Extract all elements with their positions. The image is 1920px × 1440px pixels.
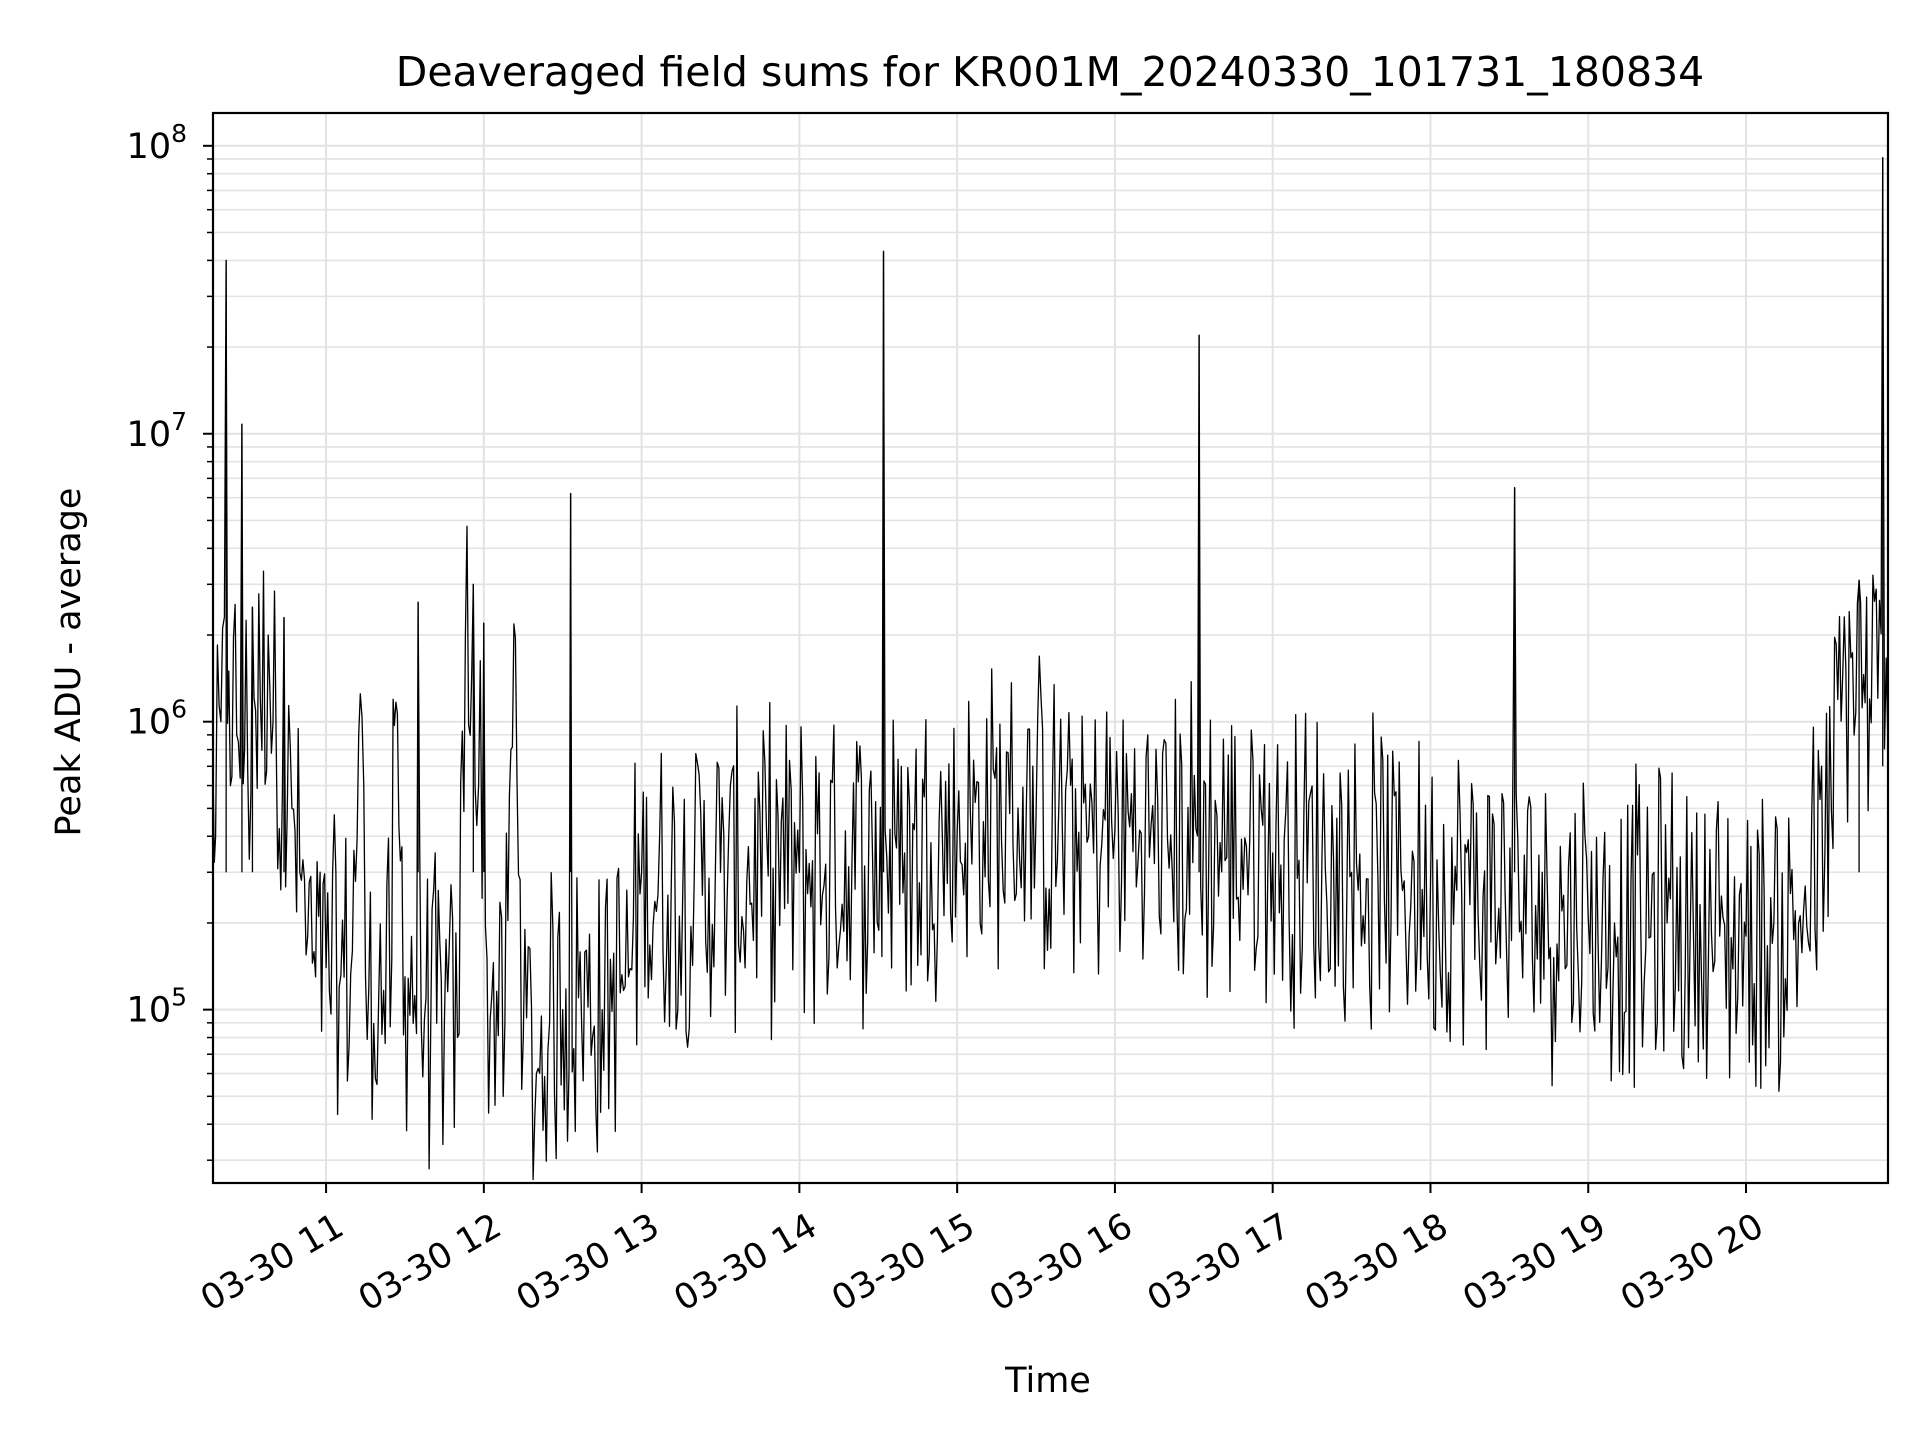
y-tick-label: 106	[127, 695, 187, 743]
data-line-layer	[212, 156, 1889, 1181]
y-tick-label: 108	[127, 119, 187, 167]
x-axis-label: Time	[1004, 1361, 1091, 1401]
grid-lines	[213, 113, 1888, 1183]
y-tick-label: 107	[127, 407, 187, 455]
plot-area-frame	[211, 111, 1890, 1185]
y-tick-label: 105	[127, 983, 187, 1031]
chart-title: Deaveraged field sums for KR001M_2024033…	[396, 48, 1705, 96]
data-series-line	[212, 156, 1889, 1181]
y-axis-label: Peak ADU - average	[49, 488, 89, 837]
